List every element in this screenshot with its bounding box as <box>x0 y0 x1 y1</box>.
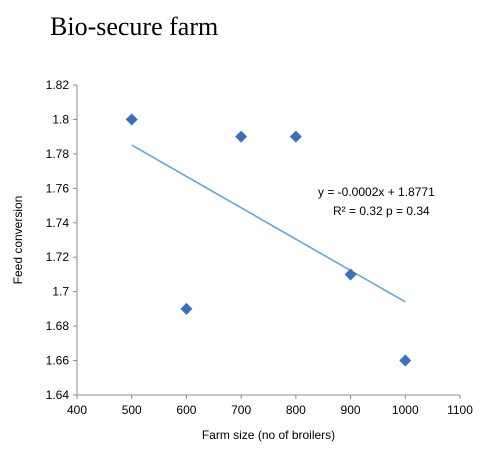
y-tick-label: 1.8 <box>52 112 69 126</box>
trendline-group <box>131 144 406 303</box>
x-tick-label: 1100 <box>447 403 473 417</box>
y-tick-label: 1.82 <box>46 78 70 92</box>
y-tick-label: 1.68 <box>46 319 70 333</box>
x-tick-label: 700 <box>231 403 251 417</box>
y-tick-label: 1.72 <box>46 250 70 264</box>
y-tick-labels: 1.64 1.66 1.68 1.7 1.72 1.74 1.76 1.78 1.8 1.82 <box>46 78 70 402</box>
axes <box>73 84 461 399</box>
x-axis-title: Farm size (no of broilers) <box>202 428 335 442</box>
x-tick-label: 600 <box>176 403 196 417</box>
x-tick-label: 900 <box>341 403 361 417</box>
x-tick-label: 1000 <box>392 403 419 417</box>
x-tick-label: 800 <box>286 403 306 417</box>
x-tick-labels: 400 500 600 700 800 900 1000 1100 <box>67 403 473 417</box>
data-points <box>125 113 412 367</box>
y-tick-label: 1.74 <box>46 216 70 230</box>
x-tick-label: 500 <box>122 403 142 417</box>
data-point <box>399 354 412 367</box>
data-point <box>344 268 357 281</box>
data-point <box>180 302 193 315</box>
y-axis-title: Feed conversion <box>11 196 25 285</box>
data-point <box>289 130 302 143</box>
y-tick-label: 1.66 <box>46 354 70 368</box>
chart-title: Bio-secure farm <box>50 12 219 41</box>
data-point <box>125 113 138 126</box>
x-tick-label: 400 <box>67 403 87 417</box>
data-point <box>235 130 248 143</box>
trendline <box>131 144 406 303</box>
y-tick-label: 1.7 <box>52 285 69 299</box>
y-tick-label: 1.64 <box>46 388 70 402</box>
trendline-stats: R² = 0.32 p = 0.34 <box>333 204 430 218</box>
y-tick-label: 1.76 <box>46 181 70 195</box>
y-tick-label: 1.78 <box>46 147 70 161</box>
trendline-equation: y = -0.0002x + 1.8771 <box>318 185 435 199</box>
